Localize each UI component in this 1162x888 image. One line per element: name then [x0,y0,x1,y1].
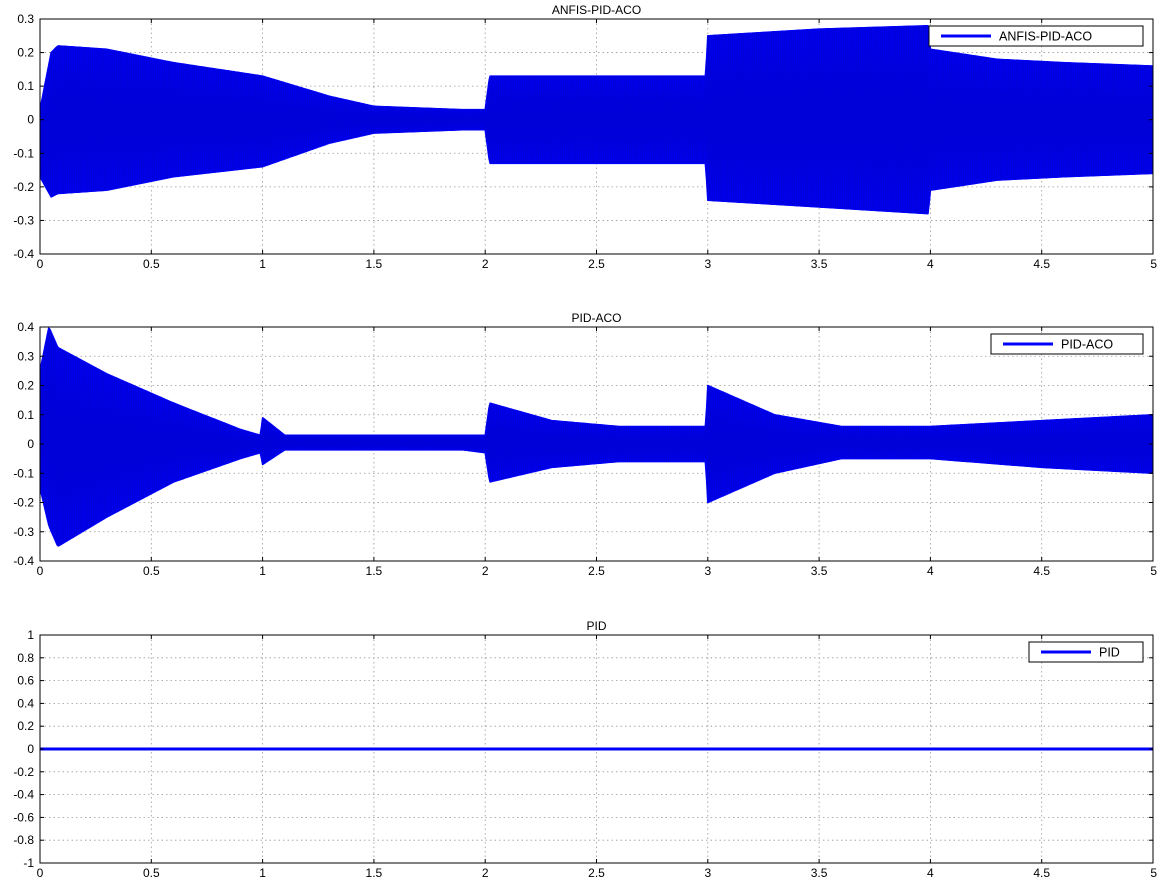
x-tick-label: 5 [1150,866,1157,880]
y-tick-label: 0.4 [17,696,34,710]
x-tick-labels: 0 0.5 1 1.5 2 2.5 3 3.5 4 4.5 5 [37,19,1157,271]
x-tick-label: 1 [259,866,266,880]
x-tick-label: 4 [927,257,934,271]
y-tick-label: 0.6 [17,674,34,688]
y-tick-label: 0.2 [17,46,34,60]
y-tick-label: -0.3 [13,525,34,539]
x-tick-label: 2 [482,564,489,578]
x-tick-label: 2 [482,866,489,880]
y-tick-label: -0.6 [13,810,34,824]
y-tick-labels: -0.4 -0.3 -0.2 -0.1 0 0.1 0.2 0.3 [13,12,1153,261]
y-tick-label: 1 [27,628,34,642]
y-tick-label: -1 [23,856,34,870]
series-line-1 [40,328,1153,547]
y-tick-label: -0.2 [13,180,34,194]
x-tick-label: 5 [1150,257,1157,271]
series-line-1 [40,25,1153,214]
y-tick-label: 0.1 [17,408,34,422]
y-tick-label: -0.1 [13,466,34,480]
x-tick-label: 2.5 [588,257,605,271]
x-tick-label: 4 [927,564,934,578]
x-tick-label: 0 [37,866,44,880]
x-tick-label: 2.5 [588,564,605,578]
x-tick-label: 3 [704,866,711,880]
chart-title: ANFIS-PID-ACO [552,3,641,17]
y-tick-label: 0.3 [17,12,34,26]
legend: PID-ACO [990,333,1144,355]
y-tick-label: 0 [27,113,34,127]
x-tick-label: 0 [37,564,44,578]
x-tick-label: 3.5 [811,866,828,880]
chart-title: PID-ACO [571,311,621,325]
x-tick-label: 1 [259,257,266,271]
x-tick-label: 2.5 [588,866,605,880]
x-tick-label: 1.5 [366,564,383,578]
subplot-2: 0 0.5 1 1.5 2 2.5 3 3.5 4 4.5 5 -0.4 -0.3 -0.2 -0.1 0 0.… [13,311,1157,578]
y-tick-label: 0.4 [17,320,34,334]
x-tick-label: 1.5 [366,257,383,271]
y-tick-label: -0.8 [13,833,34,847]
x-tick-label: 3 [704,564,711,578]
x-tick-label: 1.5 [366,866,383,880]
x-tick-label: 0.5 [143,564,160,578]
y-tick-label: -0.3 [13,213,34,227]
y-tick-label: -0.2 [13,496,34,510]
legend-box [928,25,1144,47]
subplot-1: 0 0.5 1 1.5 2 2.5 3 3.5 4 4.5 5 -0.4 -0.3 -0.2 -0.1 0 0.… [13,3,1157,271]
chart-title: PID [586,619,606,633]
y-tick-label: -0.4 [13,554,34,568]
series-group [40,327,1153,547]
x-tick-label: 4.5 [1033,866,1050,880]
x-tick-label: 0 [37,257,44,271]
legend: PID [1028,641,1144,663]
x-tick-label: 0.5 [143,866,160,880]
x-tick-label: 3.5 [811,564,828,578]
x-tick-labels: 0 0.5 1 1.5 2 2.5 3 3.5 4 4.5 5 [37,635,1157,880]
y-tick-label: -0.4 [13,788,34,802]
y-tick-label: 0 [27,437,34,451]
y-tick-labels: -0.4 -0.3 -0.2 -0.1 0 0.1 0.2 0.3 0.4 [13,320,1153,568]
legend: ANFIS-PID-ACO [928,25,1144,47]
y-tick-label: 0.1 [17,79,34,93]
legend-label: PID [1099,646,1120,660]
x-tick-label: 4.5 [1033,257,1050,271]
legend-label: ANFIS-PID-ACO [999,30,1092,44]
legend-box [990,333,1144,355]
y-tick-labels: -1 -0.8 -0.6 -0.4 -0.2 0 0.2 0.4 0.6 0.8 1 [13,628,1153,870]
x-tick-label: 4.5 [1033,564,1050,578]
y-tick-label: 0.8 [17,651,34,665]
y-tick-label: -0.4 [13,247,34,261]
y-tick-label: -0.2 [13,765,34,779]
x-tick-label: 5 [1150,564,1157,578]
x-tick-labels: 0 0.5 1 1.5 2 2.5 3 3.5 4 4.5 5 [37,327,1157,578]
subplot-3: 0 0.5 1 1.5 2 2.5 3 3.5 4 4.5 5-1-0.8-0.6-0.4-0.20… [13,619,1157,880]
y-tick-label: 0.3 [17,349,34,363]
y-tick-label: -0.1 [13,146,34,160]
x-tick-label: 1 [259,564,266,578]
y-tick-label: 0 [27,742,34,756]
x-tick-label: 0.5 [143,257,160,271]
x-tick-label: 3 [704,257,711,271]
y-tick-label: 0.2 [17,379,34,393]
legend-label: PID-ACO [1061,338,1113,352]
x-tick-label: 4 [927,866,934,880]
series-group [40,24,1153,215]
y-tick-label: 0.2 [17,719,34,733]
x-tick-label: 2 [482,257,489,271]
x-tick-label: 3.5 [811,257,828,271]
